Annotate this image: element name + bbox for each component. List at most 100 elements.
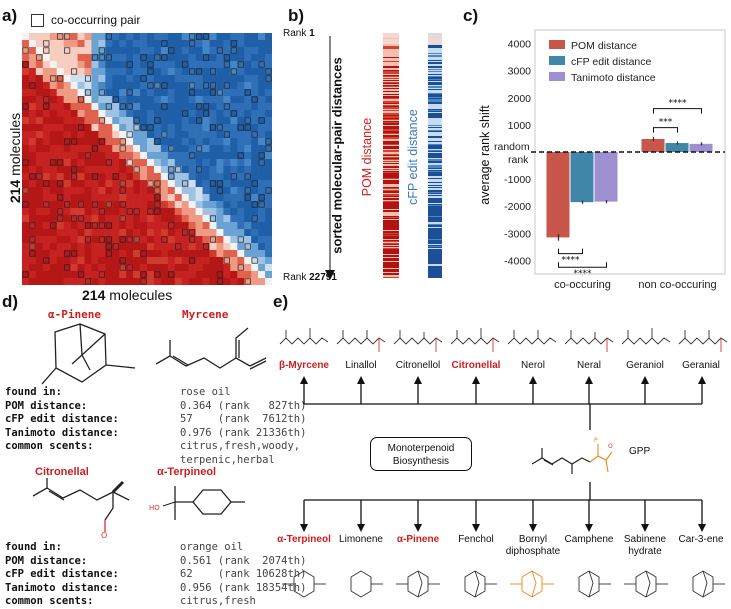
panel-a-xlabel: 214 molecules <box>82 287 173 303</box>
pair2-row: cFP edit distance: 62 (rank 10628th) <box>5 568 307 580</box>
bar <box>594 152 618 202</box>
svg-text:P: P <box>594 437 598 444</box>
x-tick-label: co-occuring <box>554 279 611 291</box>
legend-swatch <box>549 72 565 81</box>
random-rank-label: rank <box>508 154 529 166</box>
top-structure <box>279 328 329 345</box>
bottom-mol-line1: Bornyl <box>518 534 548 545</box>
panel-c-label: c) <box>463 6 479 25</box>
significance-label: **** <box>574 269 593 279</box>
panel-a-ylabel: 214 molecules <box>7 112 23 204</box>
panel-b-label: b) <box>288 6 305 25</box>
top-mol-name: Citronellal <box>451 360 501 371</box>
pair2-row: found in: orange oil <box>5 541 244 553</box>
strip-lines <box>428 33 442 278</box>
gpp-structure: P O <box>531 437 613 474</box>
top-structures <box>279 328 728 352</box>
myrcene-structure <box>155 327 267 370</box>
rank-bottom-label: Rank 22791 <box>283 272 337 283</box>
top-mol-name: Citronellol <box>395 360 441 371</box>
bottom-structure <box>692 570 725 598</box>
bottom-mol-name: Car-3-ene <box>678 534 724 545</box>
x-tick-label: non co-occuring <box>638 279 716 291</box>
svg-text:O: O <box>101 531 107 538</box>
pair1-row: cFP edit distance: 57 (rank 7612th) <box>5 413 307 425</box>
cooccur-legend-text: co-occurring pair <box>51 13 141 27</box>
significance-bracket <box>558 262 607 268</box>
legend-label: POM distance <box>571 40 637 52</box>
bottom-mol-name: α-Terpineol <box>277 534 331 545</box>
pathway-arrows <box>300 376 706 532</box>
bar <box>570 152 594 203</box>
box-line2: Biosynthesis <box>392 456 450 467</box>
top-mol-name: β-Myrcene <box>278 360 329 371</box>
cfp-distance-strip <box>428 33 442 278</box>
top-structure <box>621 328 671 345</box>
significance-bracket <box>653 127 678 133</box>
y-tick-label: 2000 <box>508 93 532 105</box>
citronellal-structure: O <box>32 478 130 538</box>
y-tick-label: -3000 <box>504 228 531 240</box>
bar <box>689 143 713 152</box>
bottom-mol-name: α-Pinene <box>396 534 440 545</box>
svg-text:HO: HO <box>149 504 160 512</box>
bottom-structure <box>624 570 668 598</box>
bottom-mol-line2: hydrate <box>628 546 662 557</box>
pair1-row: common scents: citrus,fresh,woody, <box>5 440 301 452</box>
y-tick-label: -1000 <box>504 174 531 186</box>
y-tick-label: 3000 <box>508 66 532 78</box>
bottom-structure <box>578 570 611 598</box>
panel-a-label: a) <box>2 6 18 25</box>
top-mol-name: Linallol <box>345 360 377 371</box>
y-tick-label: 4000 <box>508 39 532 51</box>
alpha-pinene-structure <box>41 323 136 385</box>
pair1-row: POM distance: 0.364 (rank 827th) <box>5 399 307 412</box>
bottom-structure <box>350 570 383 598</box>
rank-shift-chart: 4000 3000 2000 1000 -1000 -2000 -3000 -4000 co-o… <box>494 29 726 291</box>
legend-label: Tanimoto distance <box>571 72 656 84</box>
significance-label: **** <box>562 256 581 266</box>
strip-lines <box>383 33 399 278</box>
panel-d-label: d) <box>2 292 19 311</box>
rank-top-label: Rank 1 <box>283 28 315 39</box>
alpha-terpineol-name: α-Terpineol <box>157 466 217 478</box>
myrcene-name: Myrcene <box>182 308 229 321</box>
legend-label: cFP edit distance <box>571 56 652 68</box>
bar <box>665 143 689 152</box>
pom-distance-strip <box>383 33 399 278</box>
bottom-mol-name: Fenchol <box>458 534 494 545</box>
bottom-mol-name: Bornyl diphosphate <box>505 534 561 558</box>
pair2-row: POM distance: 0.561 (rank 2074th) <box>5 554 307 567</box>
y-tick-label: 1000 <box>508 120 532 132</box>
top-mol-name: Geraniol <box>626 360 664 371</box>
top-mol-name: Neral <box>577 360 601 371</box>
matrix-cells <box>22 33 272 285</box>
top-structure <box>564 330 614 352</box>
y-tick-label: -4000 <box>504 255 531 267</box>
bottom-mol-name: Camphene <box>564 534 614 545</box>
top-mol-name: Geranial <box>682 360 720 371</box>
pair1-row-cont: terpenic,herbal <box>180 453 275 466</box>
bottom-mol-name: Limonene <box>339 534 383 545</box>
top-structure <box>336 330 386 352</box>
rank-arrow <box>325 36 335 280</box>
gpp-label: GPP <box>629 446 651 457</box>
top-structure <box>450 328 500 352</box>
pair2-row: common scents: citrus,fresh <box>5 595 256 607</box>
alpha-terpineol-structure: HO <box>149 486 245 520</box>
bottom-structure <box>510 570 554 598</box>
random-rank-label: random <box>494 141 530 153</box>
bottom-structure <box>282 570 326 598</box>
citronellal-name: Citronellal <box>35 466 89 478</box>
similarity-matrix <box>22 33 272 285</box>
significance-bracket <box>653 108 702 114</box>
bottom-mol-line1: Sabinene <box>623 534 667 545</box>
bar <box>641 138 665 152</box>
top-mol-name: Nerol <box>521 360 545 371</box>
panel-e-label: e) <box>273 292 289 311</box>
cfp-strip-label: cFP edit distance <box>406 109 420 205</box>
pair2-properties-table: found in: orange oil POM distance: 0.561 (… <box>5 541 306 609</box>
chart-legend: POM distance cFP edit distance Tanimoto di… <box>549 40 656 84</box>
bottom-structure <box>464 570 497 598</box>
y-tick-label: -2000 <box>504 201 531 213</box>
